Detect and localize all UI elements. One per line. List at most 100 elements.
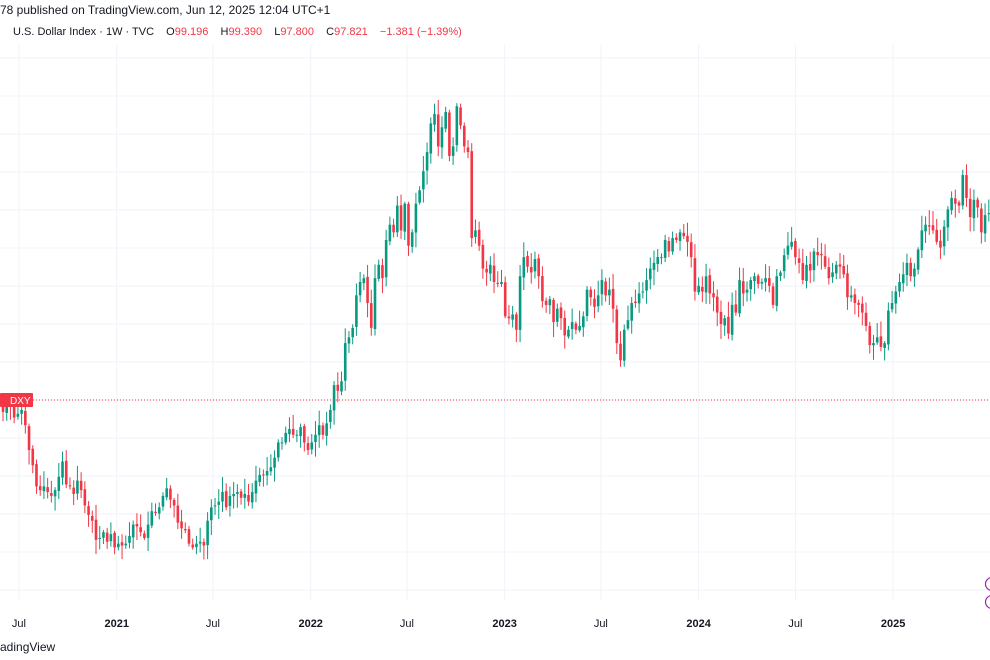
candle-body [433,113,436,125]
candle [336,372,340,403]
candle-body [113,532,116,548]
event-marker-icon[interactable] [984,595,990,609]
candle [660,253,663,265]
candle-body [384,239,388,278]
candle [600,269,604,306]
candle-body [682,232,686,237]
candle [381,258,384,294]
candle-body [950,197,953,211]
symbol-name[interactable]: U.S. Dollar Index [13,26,97,38]
candle-body [157,507,161,514]
candle-body [217,501,221,505]
candle [537,254,540,289]
candle [816,237,819,266]
candle-body [507,316,511,319]
candle-body [630,302,633,321]
candle-body [373,278,377,330]
change-value: −1.381 (−1.39%) [379,26,462,38]
candle [567,326,570,339]
candle [325,411,328,446]
candle-body [812,251,816,270]
candle-body [898,281,901,292]
candle [708,268,712,305]
candle-body [704,276,708,293]
time-axis[interactable]: Jul 2021 Jul 2022 Jul 2023 Jul 2024 Jul 2025 [12,618,905,630]
candle-body [924,224,927,232]
candle [548,296,552,315]
candle-body [377,264,381,279]
candle-body [972,199,976,219]
candle-body [250,492,254,503]
candle [578,310,581,333]
candle [615,305,619,355]
candle [392,218,395,238]
candle [42,471,46,499]
candle [299,423,302,448]
candle [522,242,526,291]
candle-body [689,242,693,258]
candle-body [16,413,20,417]
legend-separator: · [125,26,130,38]
candle-body [466,147,470,153]
candle-body [239,491,243,498]
candle-body [20,409,23,414]
candle [358,271,362,303]
candle-body [299,427,302,437]
candle-body [117,543,120,548]
candle-body [760,281,764,284]
candle [727,301,730,339]
candle-body [734,304,738,313]
candle [942,220,946,256]
candle-body [247,494,250,502]
candle-body [645,280,648,291]
candle [239,488,243,505]
candle-body [1,404,5,412]
candle-body [723,318,726,326]
candle-body [604,281,607,296]
candle-body [611,288,615,309]
candle-body [128,536,131,543]
candle-body [593,298,596,307]
candle-body [61,461,64,478]
candle [50,480,53,503]
candle [157,502,161,520]
candle-body [816,252,819,256]
candle [570,308,574,340]
x-tick-label: 2025 [881,618,905,630]
candle [980,203,983,244]
symbol-price-tag[interactable]: DXY [0,393,33,407]
candle-body [38,486,42,491]
candle [161,492,165,511]
event-marker-icon[interactable] [984,577,990,591]
candle-body [808,263,812,271]
candle-body [615,309,619,344]
candle-body [347,337,351,344]
candle-body [667,240,671,252]
candle-body [585,289,589,317]
candle-body [462,125,466,147]
candle [154,503,157,516]
candle-body [124,543,128,546]
interval[interactable]: 1W [105,26,123,38]
candle-body [477,229,481,246]
candle [165,478,168,501]
candle-body [42,486,46,492]
candle [139,514,142,537]
candle [384,229,388,287]
candle-body [500,281,503,285]
candle-body [656,257,660,264]
candle-body [927,225,931,227]
candle [552,297,555,338]
candle-body [775,276,779,306]
candle-body [329,409,332,422]
candle [53,487,57,511]
candles [1,99,990,560]
candle-body [693,258,697,292]
candle [593,289,596,319]
candle-body [648,268,652,280]
candle [868,321,872,354]
candle [146,511,150,551]
candle [756,273,760,289]
candle-body [429,123,433,154]
